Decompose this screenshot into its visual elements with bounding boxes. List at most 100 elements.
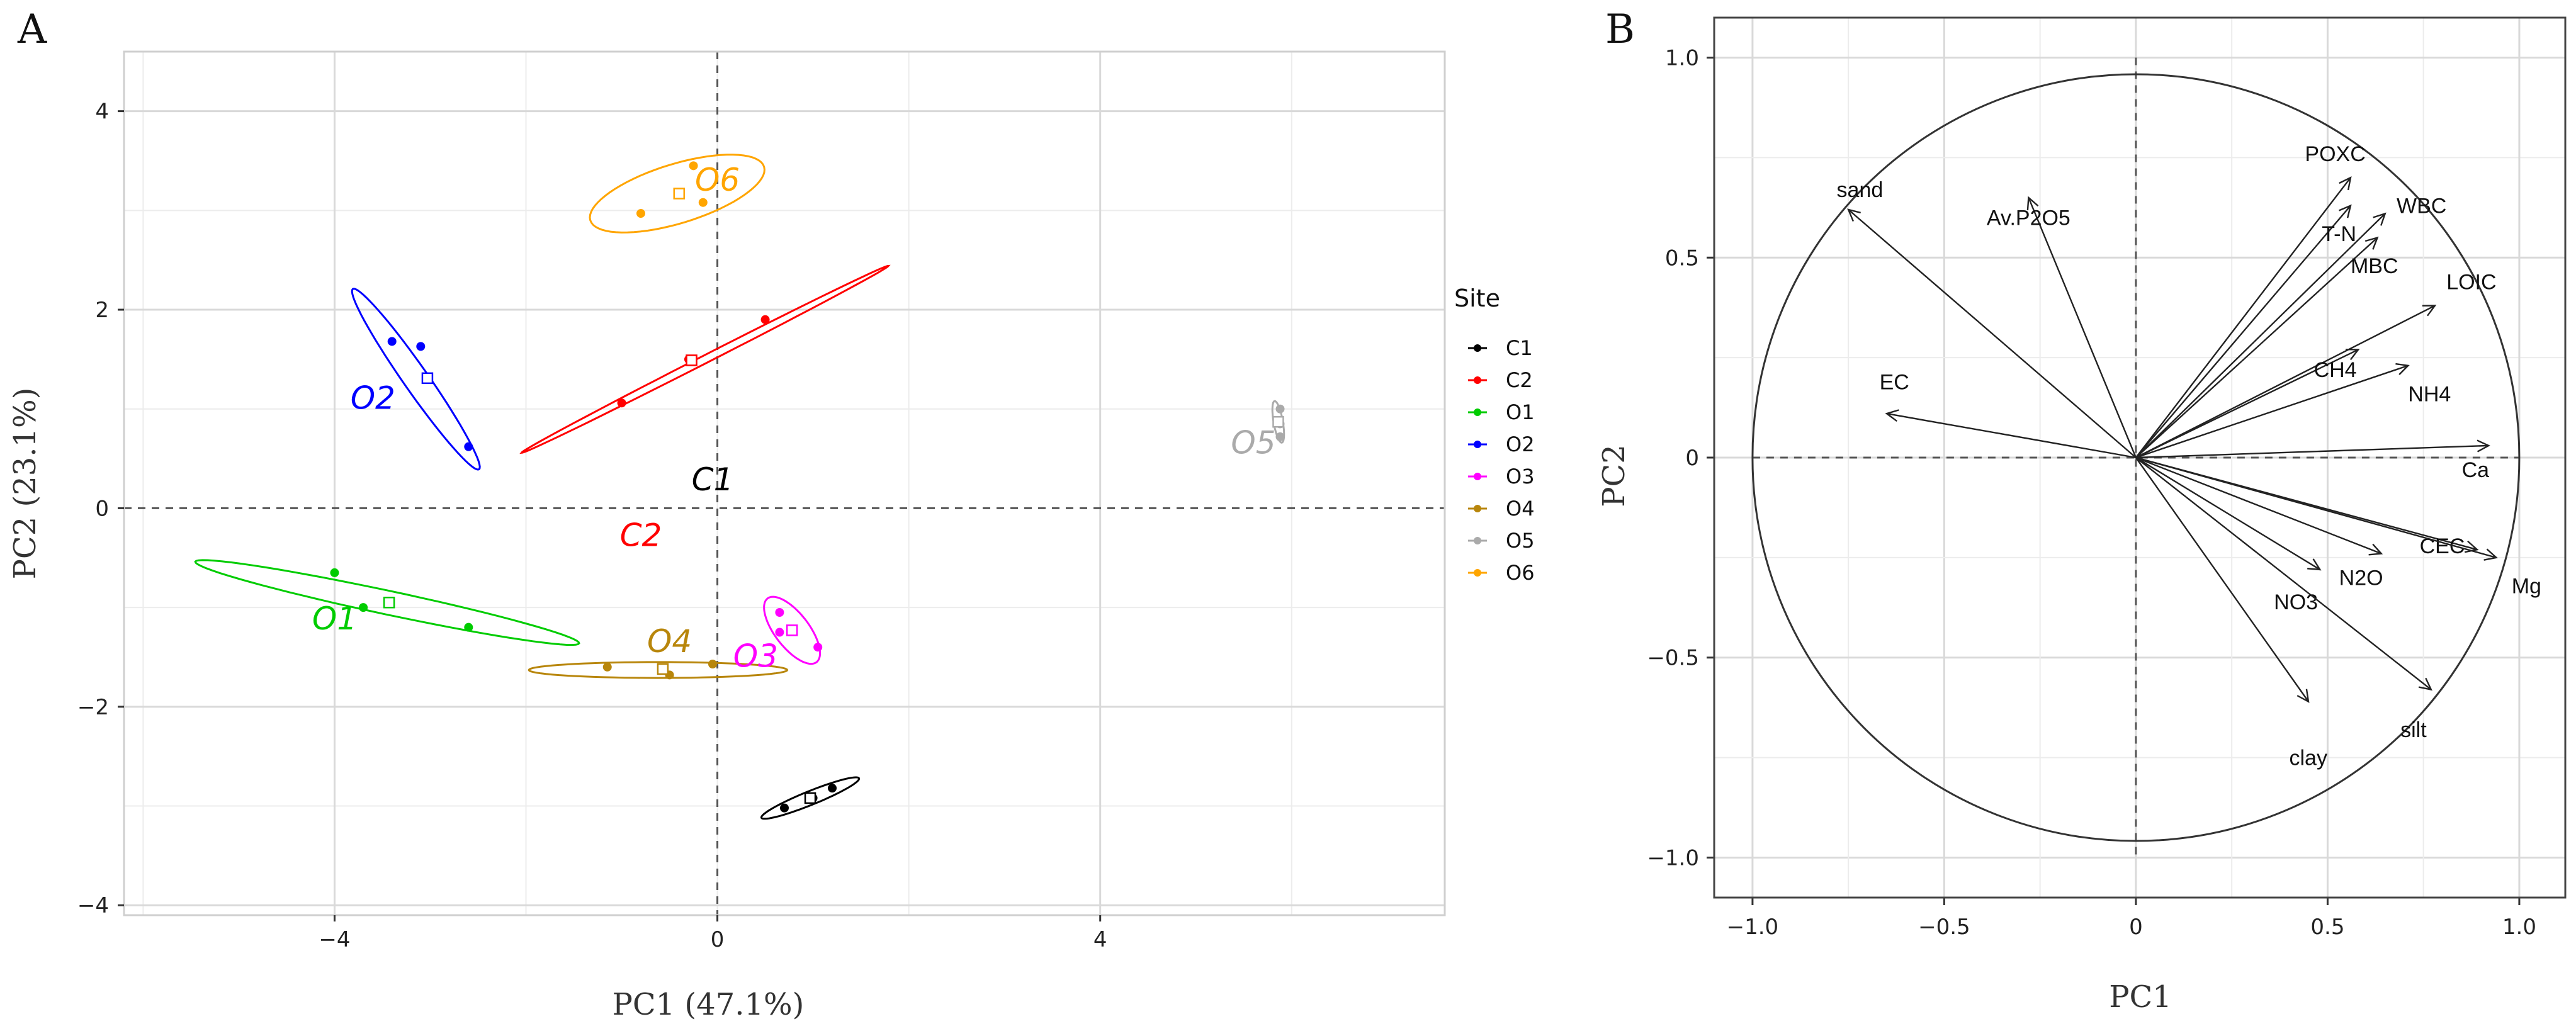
group-label-o6: O6 — [695, 162, 740, 198]
point-o6 — [689, 161, 698, 171]
point-o2 — [416, 342, 426, 351]
loading-label-ec: EC — [1880, 370, 1909, 394]
point-c1 — [828, 784, 837, 793]
panel-b-ticks: −1.0 −0.5 0 0.5 1.0 −1.0 −0.5 0 0.5 1.0 — [1647, 46, 2536, 940]
loading-arrow-no3 — [2135, 456, 2322, 571]
loading-label-sand: sand — [1837, 178, 1884, 202]
panel-b-loadings-biplot: B −1.0 −0.5 0 0.5 1.0 −1.0 −0.5 0 0.5 1.0 sand Av.… — [1596, 6, 2567, 1015]
x-tick-label: −4 — [319, 927, 350, 952]
b-y-tick-label: 0.5 — [1665, 245, 1699, 271]
point-o6 — [698, 198, 708, 207]
point-o1 — [464, 623, 473, 632]
loading-label-n2o: N2O — [2339, 566, 2383, 590]
x-tick-label: 0 — [711, 927, 725, 952]
panel-a-ellipses — [194, 154, 1285, 820]
legend-label-o2: O2 — [1506, 432, 1535, 456]
panel-b-letter: B — [1605, 6, 1635, 53]
y-tick-label: −4 — [77, 893, 109, 918]
loading-label-silt: silt — [2400, 718, 2427, 742]
centroid-o4 — [657, 663, 669, 675]
loading-label-mbc: MBC — [2351, 254, 2398, 278]
b-y-tick-label: −1.0 — [1647, 845, 1699, 870]
legend-label-o3: O3 — [1506, 465, 1535, 488]
loading-arrow-n2o — [2135, 456, 2383, 556]
legend-marker-o5 — [1474, 537, 1481, 544]
loading-arrow-av-p2o5 — [2026, 196, 2137, 458]
panel-a-points — [330, 161, 1285, 813]
ellipse-o1 — [194, 559, 580, 646]
b-x-tick-label: 0.5 — [2310, 915, 2344, 940]
panel-b-x-axis-title: PC1 — [2109, 979, 2172, 1015]
x-tick-label: 4 — [1093, 927, 1107, 952]
legend-marker-o6 — [1474, 569, 1481, 577]
loading-label-ca: Ca — [2462, 458, 2490, 482]
centroid-c1 — [804, 792, 816, 804]
legend-label-o6: O6 — [1506, 561, 1535, 585]
legend-label-o5: O5 — [1506, 529, 1535, 553]
loading-label-nh4: NH4 — [2408, 382, 2451, 406]
point-c2 — [617, 398, 626, 408]
legend-marker-o2 — [1474, 441, 1481, 448]
b-y-tick-label: −0.5 — [1647, 646, 1699, 671]
loading-label-poxc: POXC — [2305, 142, 2365, 166]
panel-a-frame — [123, 50, 1446, 916]
loading-arrow-sand — [1847, 208, 2137, 458]
centroid-o6 — [673, 188, 686, 200]
ellipse-c2 — [519, 264, 891, 454]
unit-circle — [1751, 73, 2521, 842]
legend-label-o1: O1 — [1506, 400, 1535, 424]
legend-label-c1: C1 — [1506, 336, 1533, 360]
loading-label-t-n: T-N — [2322, 222, 2356, 246]
point-o4 — [708, 660, 717, 669]
loading-arrow-ch4 — [2135, 348, 2360, 459]
panel-a-pca-scores: A −4 0 4 −4 −2 0 2 4 C1 C2 O1 O2 O3 O4 O5 O6 PC1 (47.1… — [8, 6, 1535, 1022]
legend-title: Site — [1454, 285, 1500, 312]
panel-a-grid — [124, 52, 1445, 915]
b-x-tick-label: 1.0 — [2502, 915, 2536, 940]
loading-arrow-clay — [2135, 457, 2310, 703]
group-label-c1: C1 — [692, 461, 734, 498]
ellipse-o5 — [1271, 400, 1285, 444]
b-y-tick-label: 1.0 — [1665, 46, 1699, 71]
point-o2 — [387, 337, 397, 346]
b-y-tick-label: 0 — [1685, 446, 1699, 471]
panel-a-letter: A — [17, 6, 47, 53]
b-x-tick-label: 0 — [2129, 915, 2143, 940]
panel-a-x-axis-title: PC1 (47.1%) — [613, 987, 805, 1022]
loading-arrow-poxc — [2135, 176, 2352, 458]
point-o1 — [330, 568, 339, 577]
loading-label-loic: LOIC — [2446, 270, 2496, 294]
loading-label-no3: NO3 — [2274, 590, 2318, 614]
point-o3 — [775, 608, 784, 617]
point-o6 — [636, 209, 645, 218]
b-x-tick-label: −0.5 — [1918, 915, 1970, 940]
loading-arrow-nh4 — [2135, 363, 2410, 459]
loading-arrow-wbc — [2135, 212, 2387, 458]
centroid-c2 — [686, 354, 698, 366]
centroid-o2 — [421, 372, 434, 385]
centroid-o3 — [786, 624, 798, 636]
loading-arrow-loic — [2135, 305, 2437, 459]
loading-arrow-ec — [1885, 409, 2137, 459]
ellipse-c1 — [760, 776, 861, 820]
group-label-o2: O2 — [351, 380, 395, 417]
ellipse-o3 — [763, 595, 822, 665]
point-o1 — [359, 603, 368, 612]
legend-marker-c2 — [1474, 376, 1481, 384]
point-o3 — [775, 628, 784, 637]
group-label-c2: C2 — [620, 517, 662, 553]
group-label-o3: O3 — [733, 638, 778, 675]
loading-label-ch4: CH4 — [2314, 358, 2357, 382]
loading-arrow-mg — [2135, 456, 2498, 561]
panel-a-group-labels: C1 C2 O1 O2 O3 O4 O5 O6 — [312, 162, 1276, 675]
y-tick-label: 0 — [95, 496, 109, 521]
panel-a-legend: Site C1 C2 O1 O2 O3 O4 O5 O6 — [1454, 285, 1535, 585]
y-tick-label: −2 — [77, 695, 109, 720]
point-o3 — [813, 643, 823, 652]
ellipse-o6 — [589, 154, 765, 234]
panel-a-ticks: −4 0 4 −4 −2 0 2 4 — [77, 99, 1107, 952]
loading-arrow-mbc — [2135, 236, 2379, 458]
group-label-o5: O5 — [1231, 425, 1275, 461]
loading-label-wbc: WBC — [2397, 194, 2446, 218]
